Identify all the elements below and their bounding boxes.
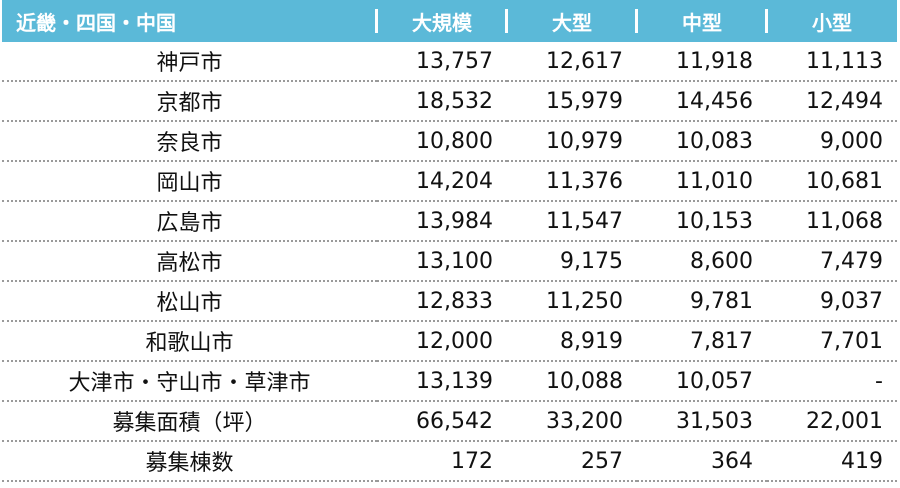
value-cell: 257 bbox=[507, 441, 637, 482]
row-label: 募集棟数 bbox=[2, 441, 377, 482]
value-cell: 11,376 bbox=[507, 161, 637, 202]
value-cell: 31,503 bbox=[637, 401, 767, 442]
value-cell: 14,456 bbox=[637, 81, 767, 122]
header-row: 近畿・四国・中国 大規模 大型 中型 小型 bbox=[2, 0, 897, 42]
value-cell: 10,088 bbox=[507, 361, 637, 402]
table-row: 募集面積（坪） 66,542 33,200 31,503 22,001 bbox=[2, 401, 897, 442]
value-cell: 172 bbox=[377, 441, 507, 482]
table-row: 神戸市 13,757 12,617 11,918 11,113 bbox=[2, 42, 897, 82]
value-cell: 11,547 bbox=[507, 201, 637, 242]
value-cell: 8,919 bbox=[507, 321, 637, 362]
table-row: 和歌山市 12,000 8,919 7,817 7,701 bbox=[2, 321, 897, 362]
table-row: 募集棟数 172 257 364 419 bbox=[2, 441, 897, 482]
table-row: 大津市・守山市・草津市 13,139 10,088 10,057- bbox=[2, 361, 897, 402]
value-cell: 10,083 bbox=[637, 121, 767, 162]
value-cell: 9,781 bbox=[637, 281, 767, 322]
header-cell: 大規模 bbox=[375, 0, 507, 42]
row-label: 募集面積（坪） bbox=[2, 401, 377, 442]
row-label: 大津市・守山市・草津市 bbox=[2, 361, 377, 402]
table-row: 岡山市 14,204 11,376 11,010 10,681 bbox=[2, 161, 897, 202]
header-cell: 近畿・四国・中国 bbox=[2, 0, 377, 42]
value-cell: 12,617 bbox=[507, 42, 637, 82]
value-cell: 7,701 bbox=[767, 321, 897, 362]
value-cell: 7,817 bbox=[637, 321, 767, 362]
value-cell: 8,600 bbox=[637, 241, 767, 282]
table-row: 奈良市 10,800 10,979 10,083 9,000 bbox=[2, 121, 897, 162]
value-cell: 66,542 bbox=[377, 401, 507, 442]
row-label: 和歌山市 bbox=[2, 321, 377, 362]
value-cell: 11,250 bbox=[507, 281, 637, 322]
value-cell: 12,833 bbox=[377, 281, 507, 322]
table-row: 高松市 13,100 9,175 8,600 7,479 bbox=[2, 241, 897, 282]
value-cell: 13,984 bbox=[377, 201, 507, 242]
table-row: 広島市 13,984 11,547 10,153 11,068 bbox=[2, 201, 897, 242]
value-cell: 12,000 bbox=[377, 321, 507, 362]
table-row: 松山市 12,833 11,250 9,781 9,037 bbox=[2, 281, 897, 322]
value-cell: 10,681 bbox=[767, 161, 897, 202]
value-cell: 364 bbox=[637, 441, 767, 482]
value-cell: 13,100 bbox=[377, 241, 507, 282]
value-cell: 13,139 bbox=[377, 361, 507, 402]
value-cell: 9,037 bbox=[767, 281, 897, 322]
value-cell: 10,057 bbox=[637, 361, 767, 402]
table-body: 神戸市 13,757 12,617 11,918 11,113 京都市 18,532 15,9… bbox=[2, 42, 897, 482]
value-cell: 10,979 bbox=[507, 121, 637, 162]
row-label: 高松市 bbox=[2, 241, 377, 282]
row-label: 岡山市 bbox=[2, 161, 377, 202]
value-cell: 10,800 bbox=[377, 121, 507, 162]
value-cell: 11,918 bbox=[637, 42, 767, 82]
value-cell: 9,000 bbox=[767, 121, 897, 162]
value-cell: 14,204 bbox=[377, 161, 507, 202]
header-cell: 大型 bbox=[505, 0, 637, 42]
table-row: 京都市 18,532 15,979 14,456 12,494 bbox=[2, 81, 897, 122]
value-cell: 9,175 bbox=[507, 241, 637, 282]
row-label: 神戸市 bbox=[2, 42, 377, 82]
value-cell: 33,200 bbox=[507, 401, 637, 442]
row-label: 京都市 bbox=[2, 81, 377, 122]
value-cell: 11,068 bbox=[767, 201, 897, 242]
value-cell: 11,113 bbox=[767, 42, 897, 82]
value-cell: 11,010 bbox=[637, 161, 767, 202]
value-cell: 7,479 bbox=[767, 241, 897, 282]
value-cell: 12,494 bbox=[767, 81, 897, 122]
value-cell: - bbox=[767, 361, 897, 402]
value-cell: 18,532 bbox=[377, 81, 507, 122]
header-cell: 小型 bbox=[765, 0, 897, 42]
row-label: 広島市 bbox=[2, 201, 377, 242]
value-cell: 10,153 bbox=[637, 201, 767, 242]
row-label: 奈良市 bbox=[2, 121, 377, 162]
value-cell: 22,001 bbox=[767, 401, 897, 442]
row-label: 松山市 bbox=[2, 281, 377, 322]
value-cell: 419 bbox=[767, 441, 897, 482]
value-cell: 13,757 bbox=[377, 42, 507, 82]
value-cell: 15,979 bbox=[507, 81, 637, 122]
header-cell: 中型 bbox=[635, 0, 767, 42]
